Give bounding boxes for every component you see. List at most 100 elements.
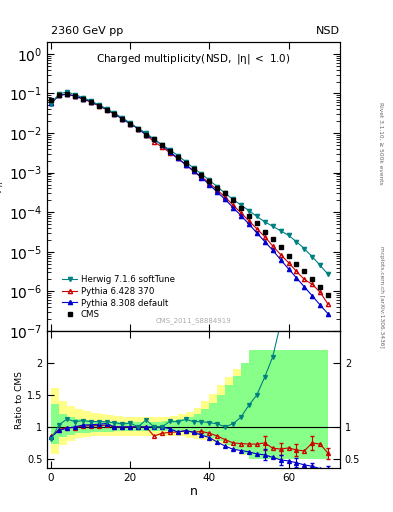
CMS xyxy=(286,253,291,259)
CMS xyxy=(183,160,188,166)
Pythia 6.428 370 xyxy=(81,96,85,102)
Herwig 7.1.6 softTune xyxy=(286,232,291,239)
Pythia 8.308 default xyxy=(57,92,61,98)
CMS xyxy=(175,154,180,160)
CMS xyxy=(167,148,172,154)
Pythia 6.428 370 xyxy=(318,289,323,295)
Herwig 7.1.6 softTune xyxy=(223,190,228,197)
Pythia 6.428 370 xyxy=(294,268,299,274)
Pythia 6.428 370 xyxy=(207,180,212,186)
Pythia 6.428 370 xyxy=(112,111,117,117)
Pythia 8.308 default xyxy=(255,230,259,236)
Pythia 8.308 default xyxy=(81,96,85,102)
Herwig 7.1.6 softTune xyxy=(207,177,212,183)
Herwig 7.1.6 softTune xyxy=(96,102,101,108)
Herwig 7.1.6 softTune xyxy=(167,146,172,153)
X-axis label: n: n xyxy=(189,485,198,498)
Herwig 7.1.6 softTune xyxy=(104,105,109,112)
CMS xyxy=(302,268,307,274)
Pythia 6.428 370 xyxy=(144,132,149,138)
CMS xyxy=(88,99,93,105)
CMS xyxy=(160,142,164,148)
Herwig 7.1.6 softTune xyxy=(72,92,77,98)
Herwig 7.1.6 softTune xyxy=(175,153,180,159)
Pythia 8.308 default xyxy=(215,189,220,195)
Pythia 8.308 default xyxy=(246,221,251,227)
Legend: Herwig 7.1.6 softTune, Pythia 6.428 370, Pythia 8.308 default, CMS: Herwig 7.1.6 softTune, Pythia 6.428 370,… xyxy=(60,273,176,321)
CMS xyxy=(263,229,267,235)
Pythia 6.428 370 xyxy=(128,121,132,127)
Line: Pythia 6.428 370: Pythia 6.428 370 xyxy=(49,92,330,306)
CMS xyxy=(112,111,117,117)
Pythia 6.428 370 xyxy=(160,144,164,150)
CMS xyxy=(104,107,109,113)
Pythia 8.308 default xyxy=(318,302,323,308)
Pythia 6.428 370 xyxy=(199,174,204,180)
Herwig 7.1.6 softTune xyxy=(278,228,283,234)
Herwig 7.1.6 softTune xyxy=(302,246,307,252)
CMS xyxy=(318,284,323,290)
Text: NSD: NSD xyxy=(316,26,340,36)
Line: Pythia 8.308 default: Pythia 8.308 default xyxy=(49,92,330,316)
Pythia 8.308 default xyxy=(64,91,69,97)
Pythia 6.428 370 xyxy=(215,187,220,193)
Herwig 7.1.6 softTune xyxy=(231,197,235,203)
CMS xyxy=(49,97,53,103)
Herwig 7.1.6 softTune xyxy=(191,165,196,171)
Pythia 6.428 370 xyxy=(136,125,141,132)
Text: mcplots.cern.ch [arXiv:1306.3436]: mcplots.cern.ch [arXiv:1306.3436] xyxy=(379,246,384,348)
CMS xyxy=(278,244,283,250)
Pythia 6.428 370 xyxy=(49,100,53,106)
Pythia 6.428 370 xyxy=(310,281,315,287)
Pythia 6.428 370 xyxy=(167,150,172,156)
Pythia 6.428 370 xyxy=(302,276,307,283)
Pythia 6.428 370 xyxy=(270,243,275,249)
Pythia 8.308 default xyxy=(270,247,275,253)
Pythia 8.308 default xyxy=(104,106,109,112)
Pythia 6.428 370 xyxy=(175,155,180,161)
Pythia 6.428 370 xyxy=(263,233,267,240)
CMS xyxy=(57,92,61,98)
Text: Charged multiplicity$\mathregular{(NSD,\ |\eta|\ <\ 1.0)}$: Charged multiplicity$\mathregular{(NSD,\… xyxy=(96,52,291,66)
Herwig 7.1.6 softTune xyxy=(49,101,53,107)
CMS xyxy=(120,116,125,122)
CMS xyxy=(223,190,228,197)
Herwig 7.1.6 softTune xyxy=(318,263,323,269)
Pythia 8.308 default xyxy=(199,175,204,181)
Pythia 6.428 370 xyxy=(64,91,69,97)
Herwig 7.1.6 softTune xyxy=(128,120,132,126)
Text: 2360 GeV pp: 2360 GeV pp xyxy=(51,26,123,36)
CMS xyxy=(215,184,220,190)
Pythia 8.308 default xyxy=(183,161,188,167)
CMS xyxy=(246,212,251,219)
CMS xyxy=(152,136,156,142)
CMS xyxy=(270,236,275,242)
Herwig 7.1.6 softTune xyxy=(160,142,164,148)
Pythia 8.308 default xyxy=(207,181,212,187)
Pythia 8.308 default xyxy=(128,121,132,127)
Pythia 6.428 370 xyxy=(286,260,291,266)
Pythia 8.308 default xyxy=(175,155,180,161)
Pythia 6.428 370 xyxy=(255,226,259,232)
Pythia 8.308 default xyxy=(239,212,243,219)
Herwig 7.1.6 softTune xyxy=(326,271,331,278)
Text: CMS_2011_S8884919: CMS_2011_S8884919 xyxy=(156,317,231,324)
Herwig 7.1.6 softTune xyxy=(183,159,188,165)
Pythia 8.308 default xyxy=(49,100,53,106)
CMS xyxy=(191,166,196,173)
Herwig 7.1.6 softTune xyxy=(199,171,204,177)
Pythia 6.428 370 xyxy=(57,92,61,98)
Pythia 8.308 default xyxy=(144,132,149,138)
Herwig 7.1.6 softTune xyxy=(255,214,259,220)
CMS xyxy=(239,205,243,211)
CMS xyxy=(199,173,204,179)
Pythia 8.308 default xyxy=(191,168,196,174)
Pythia 8.308 default xyxy=(112,111,117,117)
Herwig 7.1.6 softTune xyxy=(64,89,69,95)
Pythia 8.308 default xyxy=(88,99,93,105)
Herwig 7.1.6 softTune xyxy=(88,98,93,104)
Pythia 8.308 default xyxy=(96,102,101,109)
Herwig 7.1.6 softTune xyxy=(215,184,220,190)
Y-axis label: Ratio to CMS: Ratio to CMS xyxy=(15,371,24,429)
Herwig 7.1.6 softTune xyxy=(57,91,61,97)
